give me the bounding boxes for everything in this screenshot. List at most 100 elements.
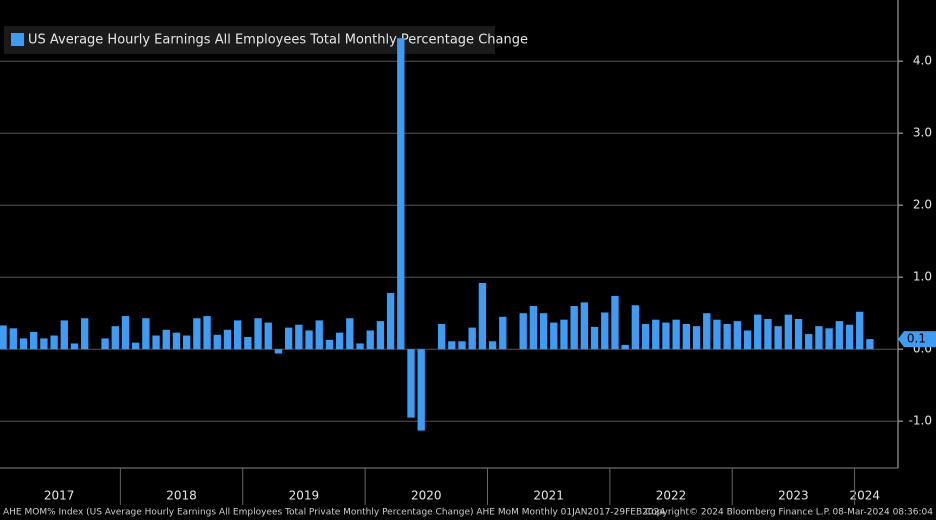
bar — [254, 318, 262, 350]
legend-swatch — [11, 33, 24, 46]
bar — [50, 335, 58, 350]
y-tick-label: 1.0 — [913, 270, 932, 284]
bar — [743, 330, 752, 350]
bar — [662, 322, 670, 350]
bar — [213, 334, 221, 350]
bar — [81, 318, 89, 350]
bar — [40, 338, 48, 350]
last-value-tag — [898, 331, 936, 348]
bar — [417, 349, 425, 431]
bar — [325, 339, 334, 350]
bar — [60, 320, 68, 350]
bar — [101, 338, 109, 350]
bar — [315, 320, 323, 350]
bar — [703, 313, 711, 350]
bar — [611, 295, 619, 350]
bar — [305, 330, 313, 350]
bar — [560, 319, 568, 350]
bar — [478, 282, 487, 350]
bar — [295, 324, 303, 350]
bar — [733, 321, 742, 350]
bar — [142, 318, 150, 350]
bar — [193, 318, 201, 350]
bar — [519, 313, 527, 350]
footer-left: AHE MOM% Index (US Average Hourly Earnin… — [3, 508, 665, 518]
bar — [182, 335, 191, 350]
bar — [152, 335, 160, 350]
bar — [448, 341, 456, 350]
bar — [764, 318, 772, 350]
bar — [346, 318, 354, 350]
bar — [274, 349, 283, 354]
bar — [19, 338, 28, 350]
x-tick-label: 2017 — [44, 489, 75, 503]
bar — [233, 320, 242, 350]
bar — [111, 326, 119, 350]
bar — [264, 322, 272, 350]
bar — [580, 302, 589, 350]
bar — [468, 327, 476, 350]
bar — [539, 313, 548, 350]
bar — [386, 293, 395, 350]
bar — [437, 324, 446, 350]
bar — [9, 328, 17, 350]
bar — [784, 314, 792, 350]
bar — [70, 343, 79, 350]
bar — [590, 326, 599, 350]
y-tick-label: 2.0 — [913, 198, 932, 212]
y-tick-label: 4.0 — [913, 54, 932, 68]
bar — [366, 330, 374, 350]
bar — [754, 314, 762, 350]
bar — [866, 339, 874, 350]
bar — [397, 38, 405, 350]
x-tick-label: 2022 — [656, 489, 687, 503]
bar — [652, 319, 660, 350]
y-tick-label: -1.0 — [909, 414, 932, 428]
bar — [162, 329, 170, 350]
footer-right: 08-Mar-2024 08:36:04 — [832, 508, 933, 518]
bar — [131, 342, 140, 350]
bar — [672, 319, 680, 350]
last-value-label: 0.1 — [907, 332, 926, 346]
bar — [692, 326, 701, 350]
bar — [774, 326, 782, 350]
bar — [529, 306, 538, 350]
bar — [172, 332, 181, 350]
bar — [203, 316, 211, 350]
bar — [713, 319, 721, 350]
bar — [550, 322, 558, 350]
x-tick-label: 2024 — [850, 489, 881, 503]
bar — [631, 305, 640, 350]
bar — [682, 324, 691, 350]
legend — [4, 26, 495, 54]
bar — [335, 332, 344, 350]
bar — [356, 343, 364, 350]
bar — [458, 341, 466, 350]
bar — [499, 316, 507, 350]
x-tick-label: 2020 — [411, 489, 442, 503]
bar — [244, 336, 252, 350]
legend-label: US Average Hourly Earnings All Employees… — [28, 33, 528, 48]
x-tick-label: 2023 — [778, 489, 809, 503]
x-tick-label: 2021 — [533, 489, 564, 503]
x-tick-label: 2019 — [289, 489, 320, 503]
bar — [794, 318, 803, 350]
bar — [0, 325, 7, 350]
bar — [856, 311, 864, 350]
bar — [30, 331, 38, 350]
bar — [376, 321, 385, 350]
bar — [805, 334, 813, 350]
bar — [570, 306, 578, 350]
bar — [407, 349, 415, 418]
bar — [723, 324, 731, 350]
footer-center: Copyright© 2024 Bloomberg Finance L.P. — [645, 508, 830, 518]
bar — [488, 341, 497, 350]
bar — [223, 329, 232, 350]
bar — [835, 321, 843, 350]
bar — [825, 328, 833, 350]
x-tick-label: 2018 — [166, 489, 197, 503]
bar — [284, 327, 293, 350]
